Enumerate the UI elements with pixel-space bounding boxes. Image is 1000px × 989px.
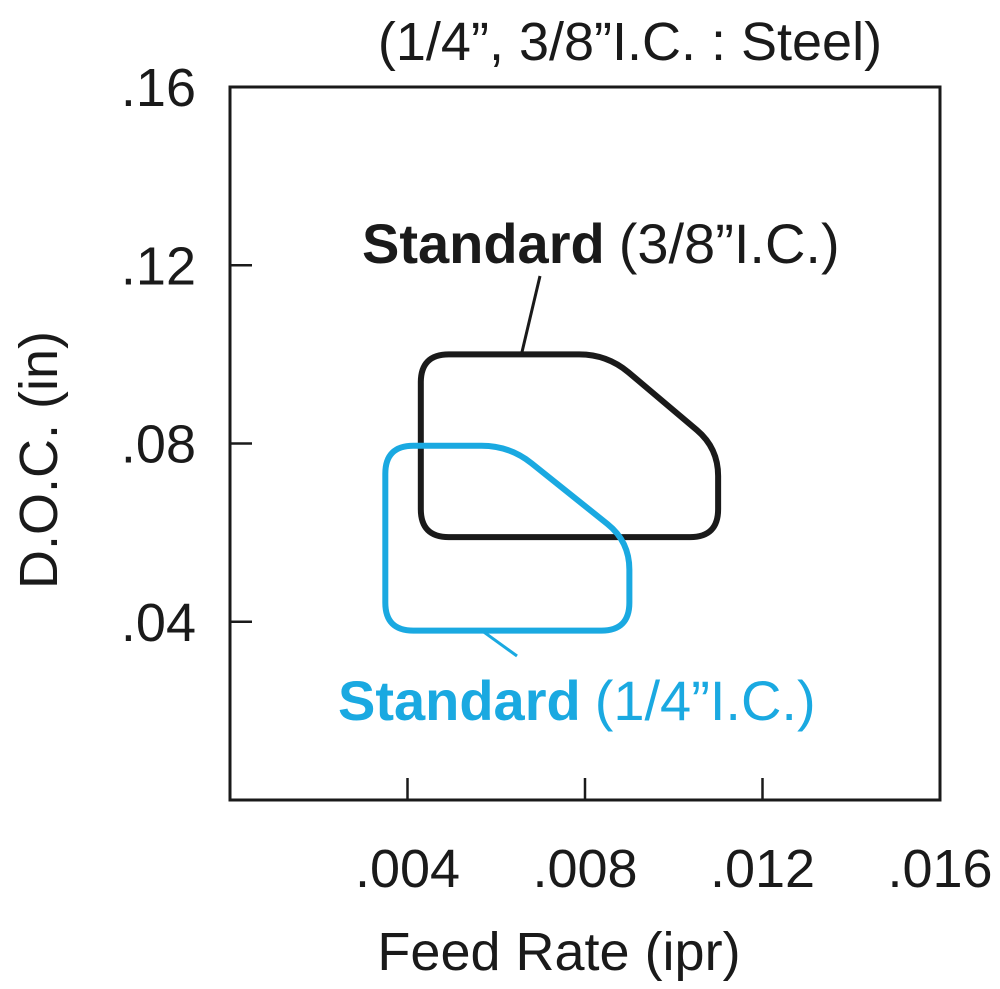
y-tick-label-3: .16 — [121, 58, 196, 118]
series-0-label: Standard (3/8”I.C.) — [362, 212, 840, 275]
y-tick-label-0: .04 — [121, 593, 196, 653]
y-tick-label-1: .08 — [121, 415, 196, 475]
y-axis-tick-labels: .04 .08 .12 .16 — [121, 58, 196, 653]
x-axis-ticks — [406, 778, 942, 800]
series-1-label-main: Standard — [338, 669, 581, 732]
chart-title: (1/4”, 3/8”I.C. : Steel) — [378, 12, 882, 72]
x-axis-label: Feed Rate (ipr) — [377, 922, 740, 982]
series-1-callout-line — [480, 628, 518, 658]
series-layer: Standard (3/8”I.C.)Standard (1/4”I.C.) — [338, 212, 840, 732]
y-tick-label-2: .12 — [121, 236, 196, 296]
x-tick-label-2: .012 — [710, 839, 815, 899]
series-0-region — [417, 351, 722, 541]
x-axis-tick-labels: .004 .008 .012 .016 — [355, 839, 993, 899]
series-0-callout-line — [520, 275, 542, 353]
series-1-region — [382, 442, 633, 634]
y-axis-ticks — [230, 85, 252, 623]
series-0-label-sub: (3/8”I.C.) — [619, 212, 840, 275]
series-1-label-sub: (1/4”I.C.) — [595, 669, 816, 732]
y-axis-label: D.O.C. (in) — [9, 331, 69, 589]
x-tick-label-1: .008 — [532, 839, 637, 899]
series-0-label-main: Standard — [362, 212, 605, 275]
series-1-label: Standard (1/4”I.C.) — [338, 669, 816, 732]
x-tick-label-0: .004 — [355, 839, 460, 899]
x-tick-label-3: .016 — [887, 839, 992, 899]
plot-frame — [228, 85, 942, 802]
